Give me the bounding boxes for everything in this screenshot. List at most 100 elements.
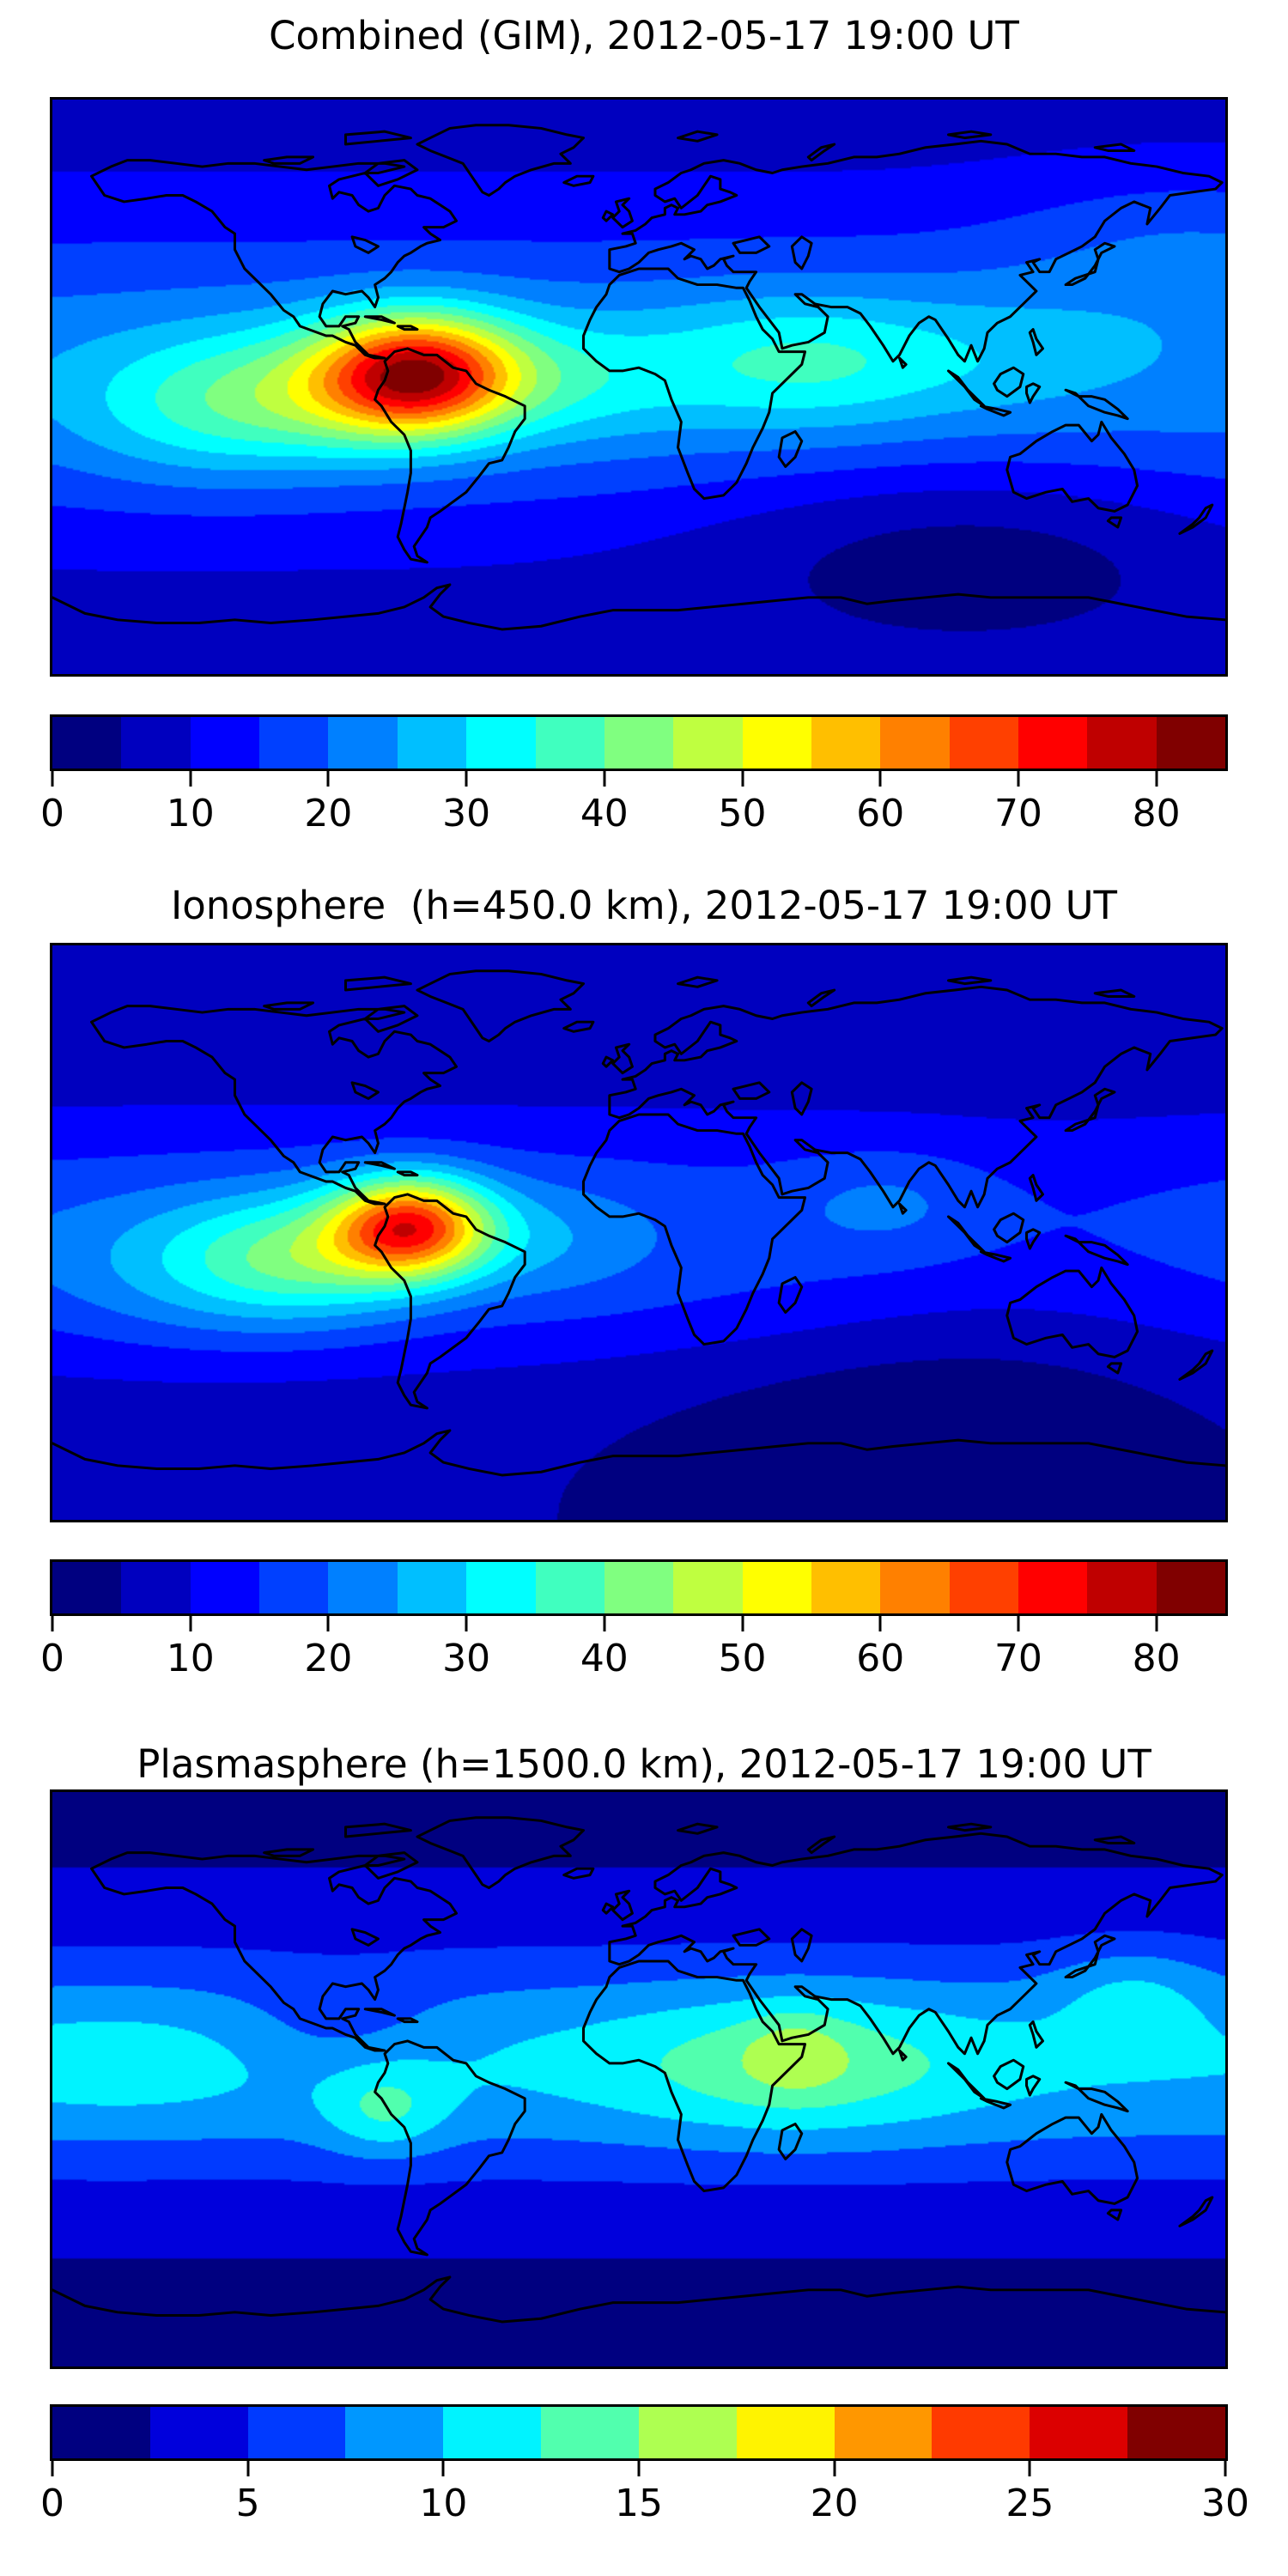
- colorbar-combined: [50, 714, 1228, 771]
- colorbar-tick-label: 40: [580, 792, 629, 835]
- colorbar-tick-label: 40: [580, 1637, 629, 1680]
- colorbar-tick-label: 0: [40, 792, 64, 835]
- colorbar-segment: [811, 717, 881, 769]
- colorbar-tick: [878, 771, 882, 787]
- colorbar-segment: [638, 2407, 737, 2458]
- colorbar-tick: [51, 771, 54, 787]
- colorbar-tick-label: 20: [810, 2482, 859, 2525]
- colorbar-segment: [443, 2407, 542, 2458]
- tec-field-canvas: [52, 945, 1225, 1520]
- colorbar-tick: [465, 1616, 468, 1631]
- colorbar-tick-label: 0: [40, 2482, 64, 2525]
- tec-field-canvas: [52, 100, 1225, 674]
- colorbar-segment: [328, 717, 398, 769]
- colorbar-segment: [52, 717, 122, 769]
- coastline-overlay: [52, 969, 1225, 1477]
- coastline-overlay: [52, 1816, 1225, 2324]
- colorbar-tick: [1028, 2461, 1031, 2476]
- colorbar-tick: [246, 2461, 250, 2476]
- colorbar-segment: [736, 2407, 835, 2458]
- colorbar-tickmarks: [51, 1616, 1225, 1631]
- map-ionosphere: [50, 943, 1228, 1522]
- colorbar-segment: [259, 717, 329, 769]
- colorbar-tick-label: 10: [419, 2482, 468, 2525]
- panel-title-plasmasphere: Plasmasphere (h=1500.0 km), 2012-05-17 1…: [137, 1741, 1151, 1787]
- colorbar-tick-labels: 0 10 20 30 40 50 60 70 80: [40, 792, 1225, 838]
- colorbar-segment: [466, 717, 536, 769]
- colorbar-segment: [1087, 1562, 1157, 1613]
- colorbar-tickmarks: [51, 2461, 1227, 2476]
- colorbar-tick: [441, 2461, 445, 2476]
- colorbar-tick-label: 30: [442, 792, 491, 835]
- colorbar-segment: [673, 717, 743, 769]
- colorbar-segment: [149, 2407, 248, 2458]
- colorbar-plasmasphere: [50, 2404, 1228, 2461]
- colorbar-tick: [741, 1616, 744, 1631]
- colorbar-segment: [247, 2407, 346, 2458]
- colorbar-tick-label: 15: [615, 2482, 663, 2525]
- colorbar-segment: [949, 717, 1019, 769]
- colorbar-segment: [880, 1562, 950, 1613]
- colorbar-tick: [878, 1616, 882, 1631]
- colorbar-segment: [932, 2407, 1030, 2458]
- colorbar-segment: [1030, 2407, 1128, 2458]
- colorbar-tick: [326, 1616, 330, 1631]
- colorbar-tick-label: 60: [856, 1637, 905, 1680]
- colorbar-segment: [259, 1562, 329, 1613]
- colorbar-segment: [742, 1562, 811, 1613]
- colorbar-segment: [535, 717, 605, 769]
- coastline-path: [52, 124, 1225, 631]
- colorbar-tick-label: 60: [856, 792, 905, 835]
- colorbar-tick-label: 80: [1132, 1637, 1181, 1680]
- colorbar-segment: [190, 717, 260, 769]
- colorbar-segment: [880, 717, 950, 769]
- colorbar-tick-label: 0: [40, 1637, 64, 1680]
- colorbar-segment: [1156, 1562, 1226, 1613]
- colorbar-tick-label: 30: [1201, 2482, 1249, 2525]
- colorbar-tick: [189, 1616, 192, 1631]
- colorbar-tickmarks: [51, 771, 1225, 787]
- colorbar-tick: [51, 2461, 54, 2476]
- map-combined-gim: [50, 97, 1228, 677]
- colorbar-segment: [466, 1562, 536, 1613]
- colorbar-segment: [52, 2407, 150, 2458]
- tec-field-canvas: [52, 1792, 1225, 2366]
- colorbar-tick-label: 10: [166, 792, 215, 835]
- colorbar-gradient: [52, 717, 1226, 769]
- colorbar-tick: [51, 1616, 54, 1631]
- map-plasmasphere: [50, 1789, 1228, 2369]
- colorbar-tick-labels: 0 5 10 15 20 25 30: [40, 2482, 1249, 2528]
- colorbar-tick-label: 30: [442, 1637, 491, 1680]
- colorbar-tick-label: 70: [993, 792, 1042, 835]
- colorbar-segment: [121, 717, 191, 769]
- colorbar-tick-label: 20: [304, 1637, 353, 1680]
- colorbar-segment: [328, 1562, 398, 1613]
- colorbar-segment: [949, 1562, 1019, 1613]
- colorbar-segment: [397, 1562, 467, 1613]
- colorbar-tick: [1155, 771, 1158, 787]
- colorbar-segment: [834, 2407, 933, 2458]
- colorbar-tick-label: 70: [993, 1637, 1042, 1680]
- colorbar-tick: [1224, 2461, 1227, 2476]
- colorbar-segment: [52, 1562, 122, 1613]
- colorbar-tick-label: 10: [166, 1637, 215, 1680]
- colorbar-segment: [1018, 1562, 1088, 1613]
- colorbar-tick-label: 20: [304, 792, 353, 835]
- colorbar-tick: [637, 2461, 641, 2476]
- colorbar-segment: [742, 717, 811, 769]
- colorbar-segment: [1018, 717, 1088, 769]
- colorbar-segment: [1087, 717, 1157, 769]
- colorbar-tick-labels: 0 10 20 30 40 50 60 70 80: [40, 1637, 1225, 1683]
- colorbar-segment: [190, 1562, 260, 1613]
- colorbar-gradient: [52, 1562, 1226, 1613]
- colorbar-ionosphere: [50, 1559, 1228, 1616]
- colorbar-tick: [603, 771, 606, 787]
- colorbar-gradient: [52, 2407, 1225, 2458]
- colorbar-segment: [397, 717, 467, 769]
- colorbar-tick-label: 5: [235, 2482, 260, 2525]
- colorbar-tick: [603, 1616, 606, 1631]
- colorbar-segment: [121, 1562, 191, 1613]
- colorbar-tick-label: 25: [1005, 2482, 1054, 2525]
- colorbar-tick: [833, 2461, 836, 2476]
